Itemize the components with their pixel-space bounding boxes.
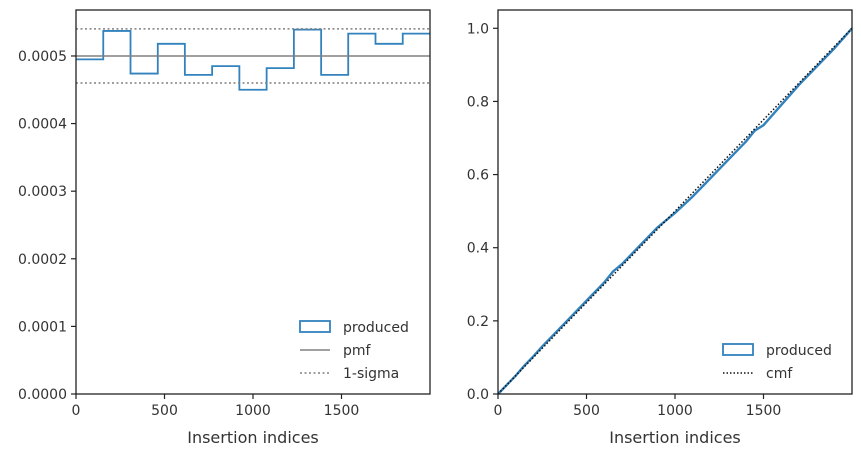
cmf-x-tick-label: 500 <box>573 403 600 419</box>
cmf-panel: 0 500 1000 1500 0.0 0.2 0.4 0.6 0.8 1.0 Insertio… <box>467 9 853 447</box>
pmf-x-tick-label: 0 <box>72 403 81 419</box>
pmf-legend: produced pmf 1-sigma <box>299 320 409 382</box>
pmf-x-axis-title: Insertion indices <box>187 428 319 447</box>
pmf-legend-sigma-label: 1-sigma <box>343 366 399 382</box>
cmf-y-axis: 0.0 0.2 0.4 0.6 0.8 1.0 <box>467 21 498 403</box>
cmf-y-tick-label: 0.6 <box>467 168 489 184</box>
cmf-legend-produced-swatch <box>722 343 754 356</box>
pmf-legend-pmf-label: pmf <box>343 343 372 359</box>
cmf-x-axis: 0 500 1000 1500 <box>494 394 782 419</box>
pmf-y-tick-label: 0.0002 <box>18 252 67 268</box>
pmf-y-tick-label: 0.0005 <box>18 49 67 65</box>
cmf-legend-cmf-label: cmf <box>766 366 793 382</box>
cmf-y-tick-label: 0.8 <box>467 94 489 110</box>
pmf-panel: 0 500 1000 1500 0.00000.00010.00020.00030.0… <box>18 9 431 447</box>
pmf-x-tick-label: 500 <box>151 403 178 419</box>
cmf-y-tick-label: 0.4 <box>467 241 489 257</box>
cmf-plot-marks <box>497 27 853 395</box>
cmf-y-tick-label: 0.0 <box>467 387 489 403</box>
produced-cumulative-line <box>497 27 853 395</box>
cmf-x-tick-label: 1500 <box>746 403 782 419</box>
pmf-plot-marks <box>76 28 430 91</box>
cmf-y-tick-label: 1.0 <box>467 21 489 37</box>
produced-step-line <box>76 28 430 91</box>
cmf-legend-produced-label: produced <box>766 343 832 359</box>
cmf-x-axis-title: Insertion indices <box>609 428 741 447</box>
pmf-legend-produced-label: produced <box>343 320 409 336</box>
pmf-legend-produced-swatch <box>299 320 331 333</box>
pmf-y-tick-label: 0.0001 <box>18 319 67 335</box>
cmf-legend: produced cmf <box>722 343 832 382</box>
pmf-y-tick-label: 0.0000 <box>18 387 67 403</box>
pmf-x-tick-label: 1500 <box>324 403 360 419</box>
pmf-y-tick-label: 0.0004 <box>18 117 67 133</box>
cmf-y-tick-label: 0.2 <box>467 314 489 330</box>
pmf-x-tick-label: 1000 <box>235 403 271 419</box>
cmf-x-tick-label: 1000 <box>657 403 693 419</box>
pmf-y-axis: 0.0000 0.0001 0.0002 0.0003 0.0004 0.0005 <box>18 49 76 403</box>
pmf-y-tick-label: 0.0003 <box>18 184 67 200</box>
cmf-x-tick-label: 0 <box>494 403 503 419</box>
cmf-line <box>497 27 853 395</box>
pmf-x-axis: 0 500 1000 1500 <box>72 394 360 419</box>
